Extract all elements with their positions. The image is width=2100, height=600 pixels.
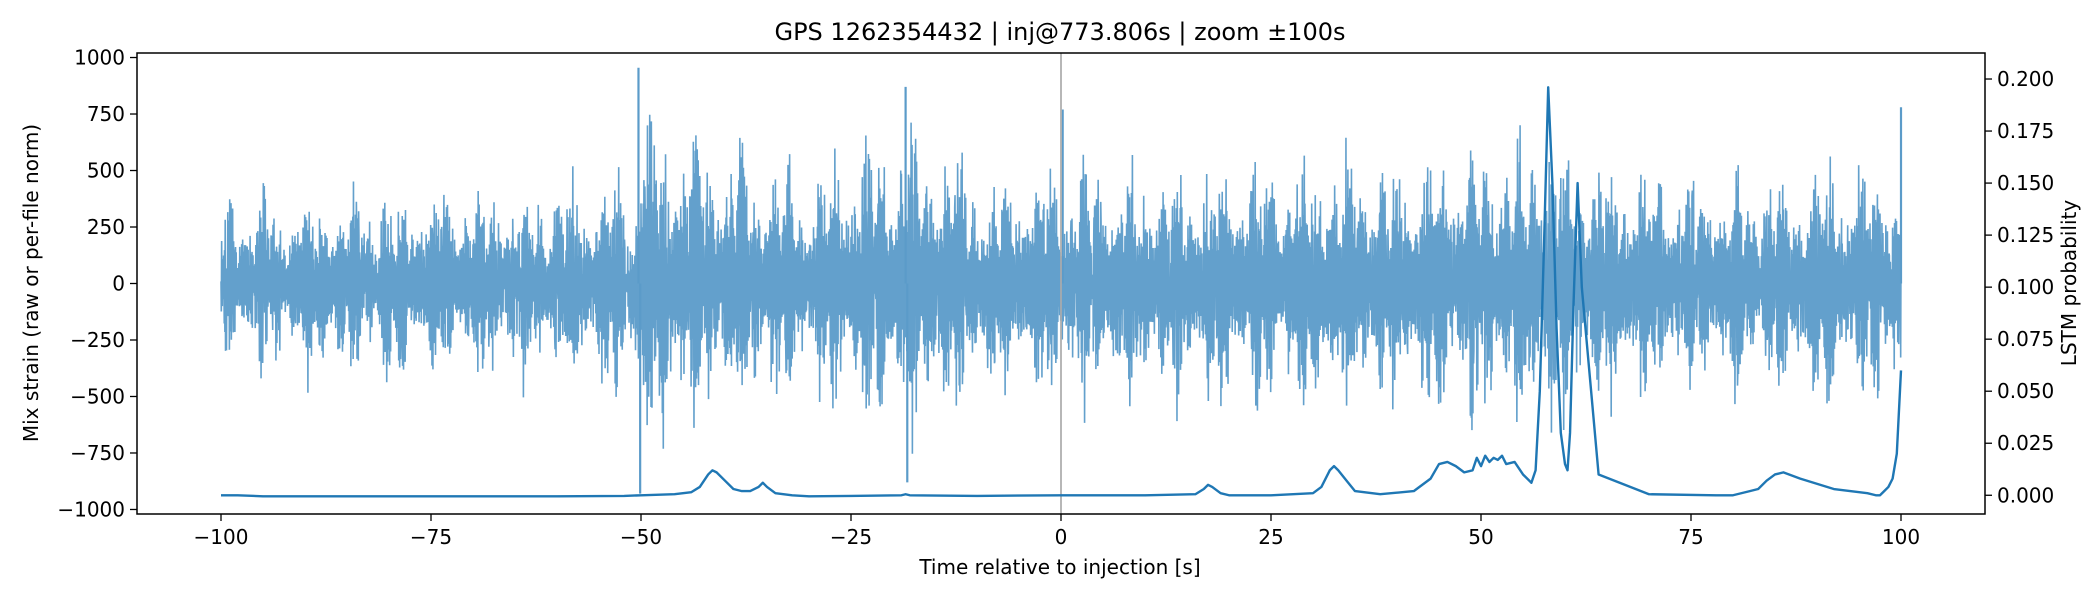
y-right-tick-label: 0.125: [1997, 223, 2054, 247]
x-axis-label: Time relative to injection [s]: [918, 555, 1200, 579]
y-left-tick-label: 750: [87, 102, 125, 126]
y-right-tick-label: 0.025: [1997, 431, 2054, 455]
x-tick-label: −50: [620, 525, 662, 549]
x-tick-label: 75: [1678, 525, 1703, 549]
chart-title: GPS 1262354432 | inj@773.806s | zoom ±10…: [774, 18, 1345, 46]
x-tick-label: 0: [1055, 525, 1068, 549]
y-right-tick-label: 0.200: [1997, 67, 2054, 91]
y-left-tick-label: 1000: [74, 46, 125, 70]
y-left-tick-label: 250: [87, 215, 125, 239]
y-axis-left-label: Mix strain (raw or per-file norm): [19, 124, 43, 442]
y-left-tick-label: −750: [70, 441, 125, 465]
y-right-tick-label: 0.100: [1997, 275, 2054, 299]
x-tick-label: −25: [830, 525, 872, 549]
y-right-tick-label: 0.050: [1997, 379, 2054, 403]
y-right-tick-label: 0.075: [1997, 327, 2054, 351]
y-right-tick-label: 0.000: [1997, 483, 2054, 507]
probability-line: [221, 86, 1903, 498]
y-axis-right-label: LSTM probability: [2057, 200, 2081, 367]
x-tick-label: 50: [1468, 525, 1493, 549]
y-left-tick-label: −500: [70, 384, 125, 408]
x-axis: −100 −75 −50 −25 0 25 50 75 100: [194, 514, 1920, 549]
plot-area: [136, 52, 1986, 515]
y-right-tick-label: 0.150: [1997, 171, 2054, 195]
y-left-tick-label: −250: [70, 328, 125, 352]
y-left-tick-label: −1000: [57, 497, 125, 521]
y-axis-right: 0.200 0.175 0.150 0.125 0.100 0.075 0.050 0.025…: [1985, 67, 2054, 507]
y-left-tick-label: 500: [87, 159, 125, 183]
y-right-tick-label: 0.175: [1997, 119, 2054, 143]
x-tick-label: −100: [194, 525, 249, 549]
x-tick-label: −75: [410, 525, 452, 549]
probability-series: [221, 86, 1903, 498]
y-axis-left: 1000 750 500 250 0 −250 −500 −750 −1000: [57, 46, 137, 521]
x-tick-label: 25: [1258, 525, 1283, 549]
y-left-tick-label: 0: [112, 272, 125, 296]
x-tick-label: 100: [1882, 525, 1920, 549]
